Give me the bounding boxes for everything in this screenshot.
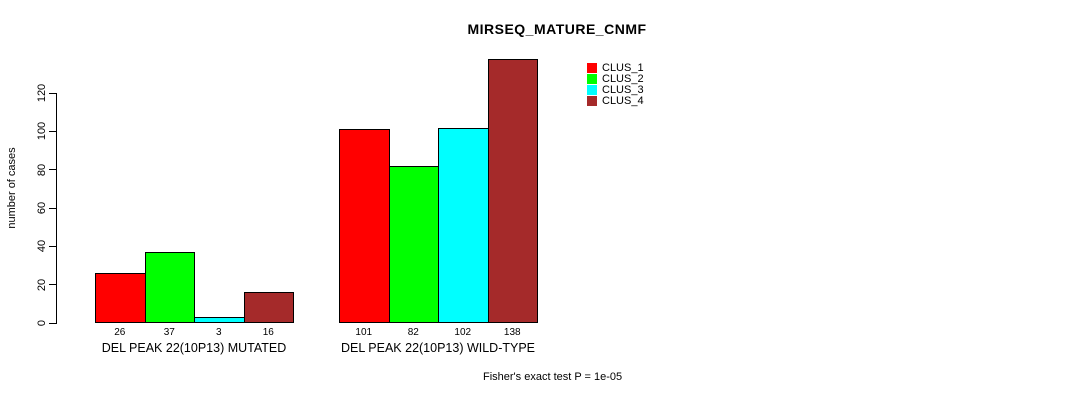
legend-row: CLUS_1: [587, 62, 644, 74]
bar-clus_4-group2: [487, 58, 538, 323]
y-axis-line: [56, 93, 57, 324]
bar-value-label: 3: [215, 327, 222, 338]
bar-value-label: 138: [503, 327, 521, 338]
tick-mark: [49, 169, 56, 171]
legend-swatch-icon: [587, 63, 597, 73]
bar-value-label: 16: [262, 327, 274, 338]
y-axis-label: number of cases: [6, 147, 18, 229]
bar-clus_4-group1: [243, 292, 294, 323]
tick-label: 40: [36, 240, 48, 253]
legend-swatch-icon: [587, 96, 597, 106]
legend: CLUS_1 CLUS_2 CLUS_3 CLUS_4: [587, 63, 644, 107]
tick-label: 120: [36, 83, 48, 103]
bar-value-label: 26: [114, 327, 126, 338]
tick-mark: [49, 245, 56, 247]
chart-title: MIRSEQ_MATURE_CNMF: [467, 21, 647, 37]
bar-clus_3-group2: [438, 127, 489, 323]
group-label-wildtype: DEL PEAK 22(10P13) WILD-TYPE: [340, 341, 536, 355]
tick-mark: [49, 130, 56, 132]
bar-clus_3-group1: [194, 317, 245, 323]
tick-label: 60: [36, 201, 48, 215]
legend-row: CLUS_4: [587, 95, 644, 107]
legend-row: CLUS_3: [587, 84, 644, 96]
tick-label: 0: [36, 319, 48, 327]
tick-label: 20: [36, 278, 48, 291]
legend-swatch-icon: [587, 85, 597, 95]
tick-label: 100: [36, 122, 48, 141]
tick-mark: [49, 322, 56, 324]
tick-label: 80: [36, 163, 48, 176]
bar-value-label: 102: [454, 327, 472, 338]
bar-value-label: 37: [163, 327, 175, 338]
bar-clus_1-group2: [339, 129, 390, 323]
tick-mark: [49, 92, 56, 94]
legend-swatch-icon: [587, 74, 597, 84]
bar-clus_2-group1: [144, 252, 195, 323]
group-label-mutated: DEL PEAK 22(10P13) MUTATED: [101, 341, 287, 355]
bar-clus_2-group2: [388, 165, 439, 323]
bar-clus_1-group1: [95, 273, 146, 323]
fisher-test-note: Fisher's exact test P = 1e-05: [483, 371, 623, 383]
tick-mark: [49, 284, 56, 286]
bar-value-label: 101: [355, 327, 373, 338]
tick-mark: [49, 207, 56, 209]
legend-row: CLUS_2: [587, 73, 644, 85]
legend-label: CLUS_2: [602, 73, 644, 85]
legend-label: CLUS_4: [602, 95, 644, 107]
bar-value-label: 82: [407, 327, 419, 338]
legend-label: CLUS_3: [602, 84, 644, 96]
legend-label: CLUS_1: [602, 62, 644, 74]
